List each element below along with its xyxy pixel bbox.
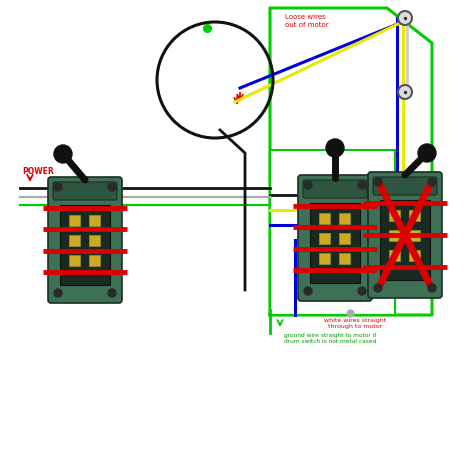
- Circle shape: [54, 145, 72, 163]
- Bar: [339, 212, 350, 224]
- Circle shape: [374, 284, 382, 292]
- FancyBboxPatch shape: [53, 182, 117, 200]
- FancyBboxPatch shape: [298, 175, 372, 301]
- Circle shape: [418, 144, 436, 162]
- Bar: [90, 255, 100, 265]
- Text: POWER: POWER: [22, 167, 54, 176]
- Circle shape: [374, 178, 382, 186]
- Bar: [90, 215, 100, 226]
- Text: ground wire straight to motor if
drum switch is not metal cased: ground wire straight to motor if drum sw…: [284, 333, 376, 344]
- Bar: [319, 233, 330, 244]
- Circle shape: [54, 183, 62, 191]
- Circle shape: [358, 287, 366, 295]
- Bar: [70, 215, 81, 226]
- FancyBboxPatch shape: [368, 172, 442, 298]
- Bar: [90, 235, 100, 246]
- Circle shape: [54, 289, 62, 297]
- Bar: [70, 255, 81, 265]
- Circle shape: [108, 183, 116, 191]
- Bar: [60, 205, 110, 285]
- Bar: [410, 249, 420, 261]
- Circle shape: [398, 11, 412, 25]
- Bar: [380, 200, 430, 280]
- Text: white wires straight
through to motor: white wires straight through to motor: [324, 318, 386, 329]
- Circle shape: [358, 181, 366, 189]
- Circle shape: [304, 181, 312, 189]
- Bar: [70, 235, 81, 246]
- Bar: [410, 210, 420, 220]
- Bar: [319, 253, 330, 264]
- Bar: [310, 203, 360, 283]
- Circle shape: [108, 289, 116, 297]
- Text: Loose wires
out of motor: Loose wires out of motor: [285, 14, 328, 27]
- Circle shape: [398, 85, 412, 99]
- Circle shape: [428, 284, 436, 292]
- Circle shape: [304, 287, 312, 295]
- Bar: [390, 229, 401, 240]
- FancyBboxPatch shape: [373, 177, 437, 195]
- FancyBboxPatch shape: [48, 177, 122, 303]
- Bar: [270, 150, 395, 315]
- Circle shape: [428, 178, 436, 186]
- Bar: [339, 233, 350, 244]
- Circle shape: [326, 139, 344, 157]
- Bar: [410, 229, 420, 240]
- Bar: [390, 210, 401, 220]
- Bar: [339, 253, 350, 264]
- Bar: [319, 212, 330, 224]
- Bar: [390, 249, 401, 261]
- FancyBboxPatch shape: [303, 180, 367, 198]
